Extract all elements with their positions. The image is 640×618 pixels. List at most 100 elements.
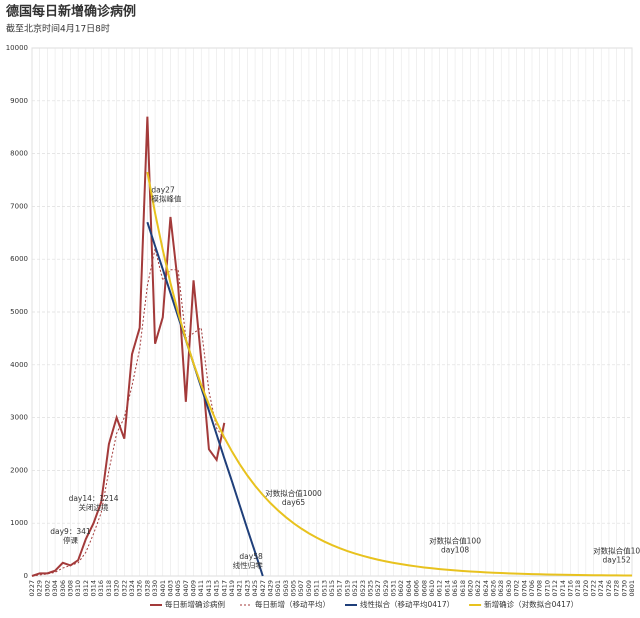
- x-tick-label: 0614: [443, 580, 451, 597]
- x-tick-label: 0320: [113, 580, 121, 597]
- x-tick-label: 0523: [359, 580, 367, 597]
- x-tick-label: 0322: [120, 580, 128, 597]
- annotation: 停课: [63, 535, 78, 545]
- y-tick-label: 8000: [10, 150, 28, 158]
- annotation: day152: [603, 556, 631, 565]
- x-tick-label: 0630: [505, 580, 513, 597]
- y-tick-label: 0: [24, 572, 28, 580]
- x-tick-label: 0706: [528, 580, 536, 597]
- x-tick-label: 0517: [336, 580, 344, 597]
- x-tick-label: 0531: [390, 580, 398, 597]
- x-tick-label: 0417: [220, 580, 228, 597]
- series-line: [146, 171, 633, 577]
- x-tick-label: 0509: [305, 580, 313, 597]
- x-tick-label: 0708: [536, 580, 544, 597]
- x-tick-label: 0310: [74, 580, 82, 597]
- series-line: [31, 248, 225, 577]
- x-tick-label: 0515: [328, 580, 336, 597]
- annotation: 对数拟合值10: [593, 546, 640, 556]
- x-tick-label: 0324: [128, 580, 136, 597]
- x-tick-label: 0801: [628, 580, 636, 597]
- legend-label: 新增确诊（对数拟合0417）: [484, 599, 578, 609]
- x-tick-label: 0710: [543, 580, 551, 597]
- annotation: day9：341: [50, 527, 91, 536]
- chart-title: 德国每日新增确诊病例: [6, 4, 136, 20]
- y-tick-label: 4000: [10, 361, 28, 369]
- y-tick-label: 2000: [10, 466, 28, 474]
- x-tick-label: 0714: [559, 580, 567, 597]
- x-tick-label: 0328: [143, 580, 151, 597]
- x-tick-label: 0503: [282, 580, 290, 597]
- y-tick-label: 6000: [10, 255, 28, 263]
- x-tick-label: 0316: [97, 580, 105, 597]
- x-tick-label: 0304: [51, 580, 59, 597]
- y-tick-label: 7000: [10, 202, 28, 210]
- annotation: day65: [282, 498, 306, 507]
- x-tick-label: 0704: [520, 580, 528, 597]
- x-tick-label: 0427: [259, 580, 267, 597]
- x-tick-label: 0409: [190, 580, 198, 597]
- x-tick-label: 0413: [205, 580, 213, 597]
- x-tick-label: 0622: [474, 580, 482, 597]
- x-tick-label: 0519: [343, 580, 351, 597]
- x-tick-label: 0608: [420, 580, 428, 597]
- x-tick-label: 0610: [428, 580, 436, 597]
- legend-label: 每日新增（移动平均）: [255, 599, 330, 609]
- x-tick-label: 0306: [59, 580, 67, 597]
- x-tick-label: 0525: [366, 580, 374, 597]
- x-tick-label: 0302: [43, 580, 51, 597]
- x-tick-label: 0511: [313, 580, 321, 597]
- y-tick-label: 10000: [6, 44, 28, 52]
- x-tick-label: 0722: [590, 580, 598, 597]
- x-tick-label: 0726: [605, 580, 613, 597]
- x-tick-label: 0724: [597, 580, 605, 597]
- x-tick-label: 0716: [566, 580, 574, 597]
- x-tick-label: 0411: [197, 580, 205, 597]
- x-tick-label: 0730: [620, 580, 628, 597]
- x-tick-label: 0702: [513, 580, 521, 597]
- annotation: 关闭边境: [79, 502, 109, 512]
- x-tick-label: 0405: [174, 580, 182, 597]
- x-tick-label: 0308: [66, 580, 74, 597]
- x-tick-label: 0330: [151, 580, 159, 597]
- y-tick-label: 3000: [10, 414, 28, 422]
- x-tick-label: 0521: [351, 580, 359, 597]
- x-tick-label: 0425: [251, 580, 259, 597]
- annotation: 模拟峰值: [151, 193, 181, 203]
- x-tick-label: 0429: [266, 580, 274, 597]
- x-tick-label: 0529: [382, 580, 390, 597]
- x-tick-label: 0604: [405, 580, 413, 597]
- x-tick-label: 0628: [497, 580, 505, 597]
- legend-label: 线性拟合（移动平均0417）: [360, 599, 454, 609]
- x-tick-label: 0229: [36, 580, 44, 597]
- x-tick-label: 0602: [397, 580, 405, 597]
- x-tick-label: 0620: [466, 580, 474, 597]
- annotation: 线性归零: [233, 560, 263, 570]
- y-tick-label: 5000: [10, 308, 28, 316]
- y-tick-label: 1000: [10, 519, 28, 527]
- annotation: day14：1214: [69, 494, 119, 503]
- x-tick-label: 0513: [320, 580, 328, 597]
- x-tick-label: 0720: [582, 580, 590, 597]
- x-tick-label: 0415: [213, 580, 221, 597]
- legend-label: 每日新增确诊病例: [165, 599, 225, 609]
- x-tick-label: 0403: [166, 580, 174, 597]
- x-tick-label: 0227: [28, 580, 36, 597]
- chart-subtitle: 截至北京时间4月17日8时: [6, 23, 110, 35]
- x-tick-label: 0314: [90, 580, 98, 597]
- annotation: day58: [239, 552, 263, 561]
- annotation: 对数拟合值100: [429, 536, 481, 546]
- x-tick-label: 0718: [574, 580, 582, 597]
- x-tick-label: 0505: [290, 580, 298, 597]
- x-tick-label: 0616: [451, 580, 459, 597]
- x-tick-label: 0618: [459, 580, 467, 597]
- x-tick-label: 0507: [297, 580, 305, 597]
- annotation: day27: [151, 185, 175, 194]
- x-tick-label: 0407: [182, 580, 190, 597]
- x-tick-label: 0419: [228, 580, 236, 597]
- annotation: day108: [441, 546, 469, 555]
- x-tick-label: 0318: [105, 580, 113, 597]
- x-tick-label: 0326: [136, 580, 144, 597]
- x-tick-label: 0423: [243, 580, 251, 597]
